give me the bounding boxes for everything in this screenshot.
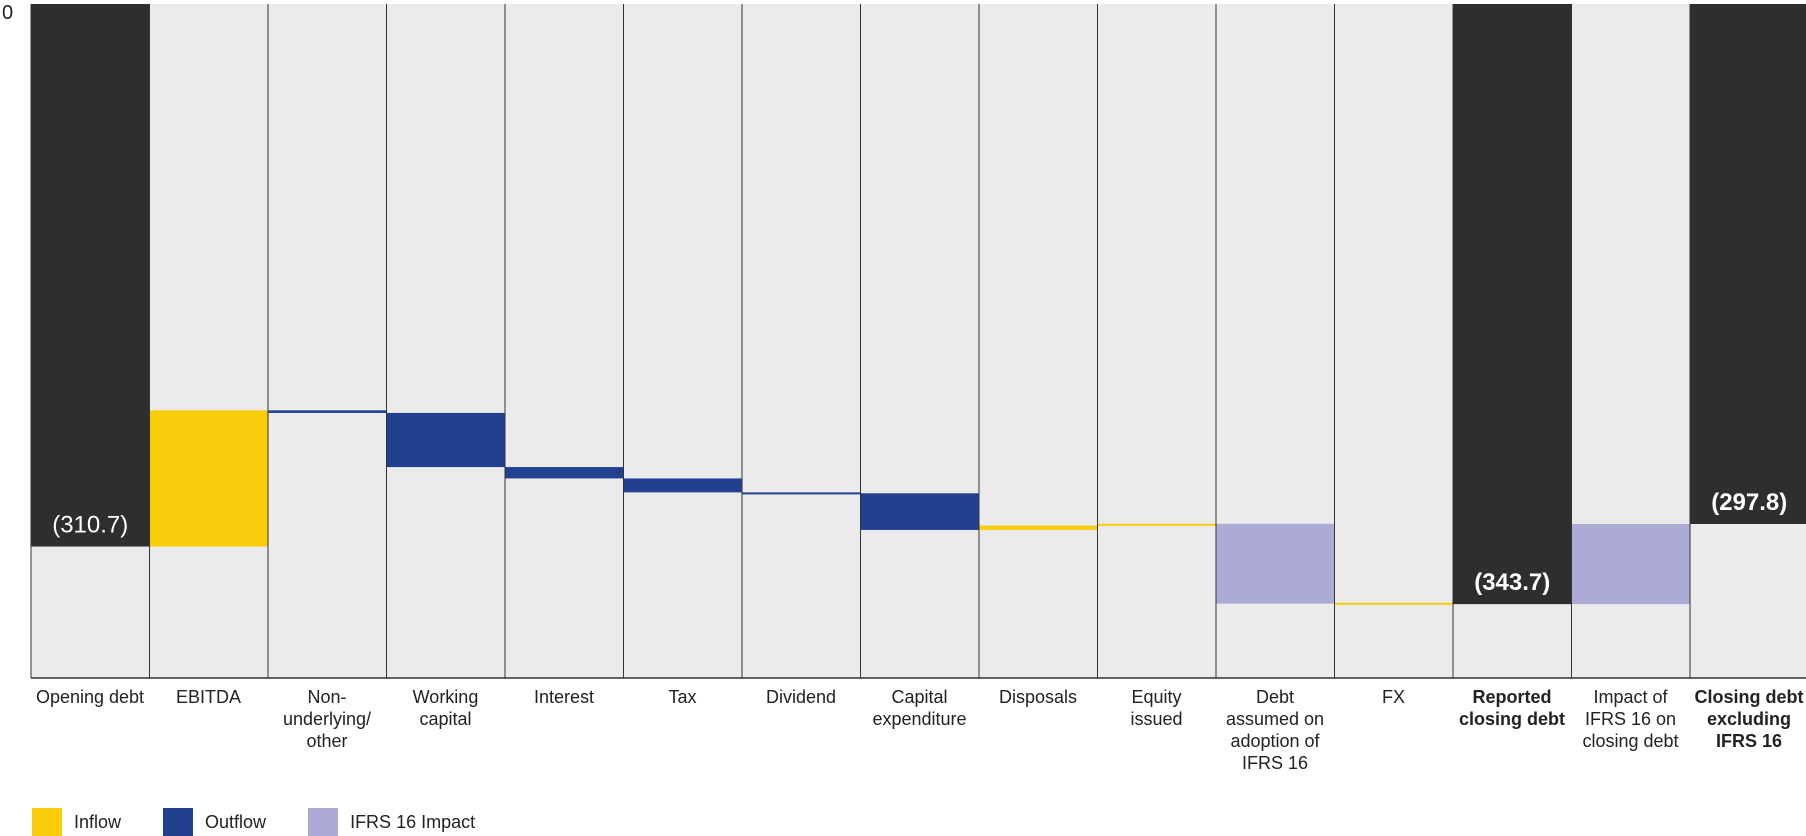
category-label-reported-closing-debt: Reported closing debt	[1458, 687, 1565, 729]
bar-fx	[1334, 602, 1453, 605]
legend-swatch-ifrs16	[308, 808, 339, 836]
category-label-impact-of-ifrs-16-on-closing-debt: Impact of IFRS 16 on closing debt	[1582, 687, 1679, 751]
category-label-equity-issued: Equity issued	[1130, 687, 1183, 729]
bar-reported-closing-debt	[1453, 4, 1572, 605]
bar-capital-expenditure	[860, 493, 979, 530]
data-label-opening-debt: (310.7)	[52, 512, 128, 539]
bar-tax	[623, 478, 742, 493]
category-label-closing-debt-excluding-ifrs-16: Closing debt excluding IFRS 16	[1694, 687, 1804, 751]
category-label-working-capital: Working capital	[412, 687, 479, 729]
bar-equity-issued	[1097, 523, 1216, 526]
category-label-ebitda: EBITDA	[175, 687, 241, 707]
y-axis-zero-tick: 0	[2, 2, 14, 24]
bar-interest	[505, 467, 624, 479]
bar-closing-debt-excluding-ifrs-16	[1690, 4, 1806, 524]
category-label-dividend: Dividend	[765, 687, 837, 707]
data-label-closing-debt-excluding-ifrs-16: (297.8)	[1711, 489, 1787, 516]
legend-label-outflow: Outflow	[205, 811, 267, 832]
bar-non-underlying-other	[268, 410, 387, 413]
bar-working-capital	[386, 412, 505, 468]
legend-swatch-inflow	[32, 808, 62, 836]
bar-debt-assumed-on-adoption-of-ifrs-16	[1216, 523, 1335, 604]
bar-impact-of-ifrs-16-on-closing-debt	[1571, 523, 1690, 605]
bar-dividend	[742, 492, 861, 495]
category-label-interest: Interest	[533, 687, 595, 707]
bar-disposals	[979, 525, 1098, 530]
data-label-reported-closing-debt: (343.7)	[1474, 569, 1550, 596]
category-label-non-underlying-other: Non-underlying/other	[282, 687, 372, 751]
bar-opening-debt	[31, 4, 150, 547]
category-label-fx: FX	[1381, 687, 1405, 707]
legend-swatch-outflow	[163, 808, 194, 836]
category-label-opening-debt: Opening debt	[35, 687, 145, 707]
category-label-tax: Tax	[668, 687, 697, 707]
legend-label-inflow: Inflow	[74, 811, 122, 832]
category-label-capital-expenditure: Capital expenditure	[872, 687, 967, 729]
legend: Inflow Outflow IFRS 16 Impact	[32, 808, 517, 836]
legend-item-inflow: Inflow	[32, 808, 121, 836]
legend-label-ifrs16: IFRS 16 Impact	[350, 811, 476, 832]
category-label-debt-assumed-on-adoption-of-ifrs-16: Debt assumed on adoption of IFRS 16	[1225, 687, 1325, 773]
legend-item-outflow: Outflow	[163, 808, 266, 836]
legend-item-ifrs16: IFRS 16 Impact	[308, 808, 475, 836]
bar-ebitda	[149, 410, 268, 547]
category-label-disposals: Disposals	[998, 687, 1078, 707]
